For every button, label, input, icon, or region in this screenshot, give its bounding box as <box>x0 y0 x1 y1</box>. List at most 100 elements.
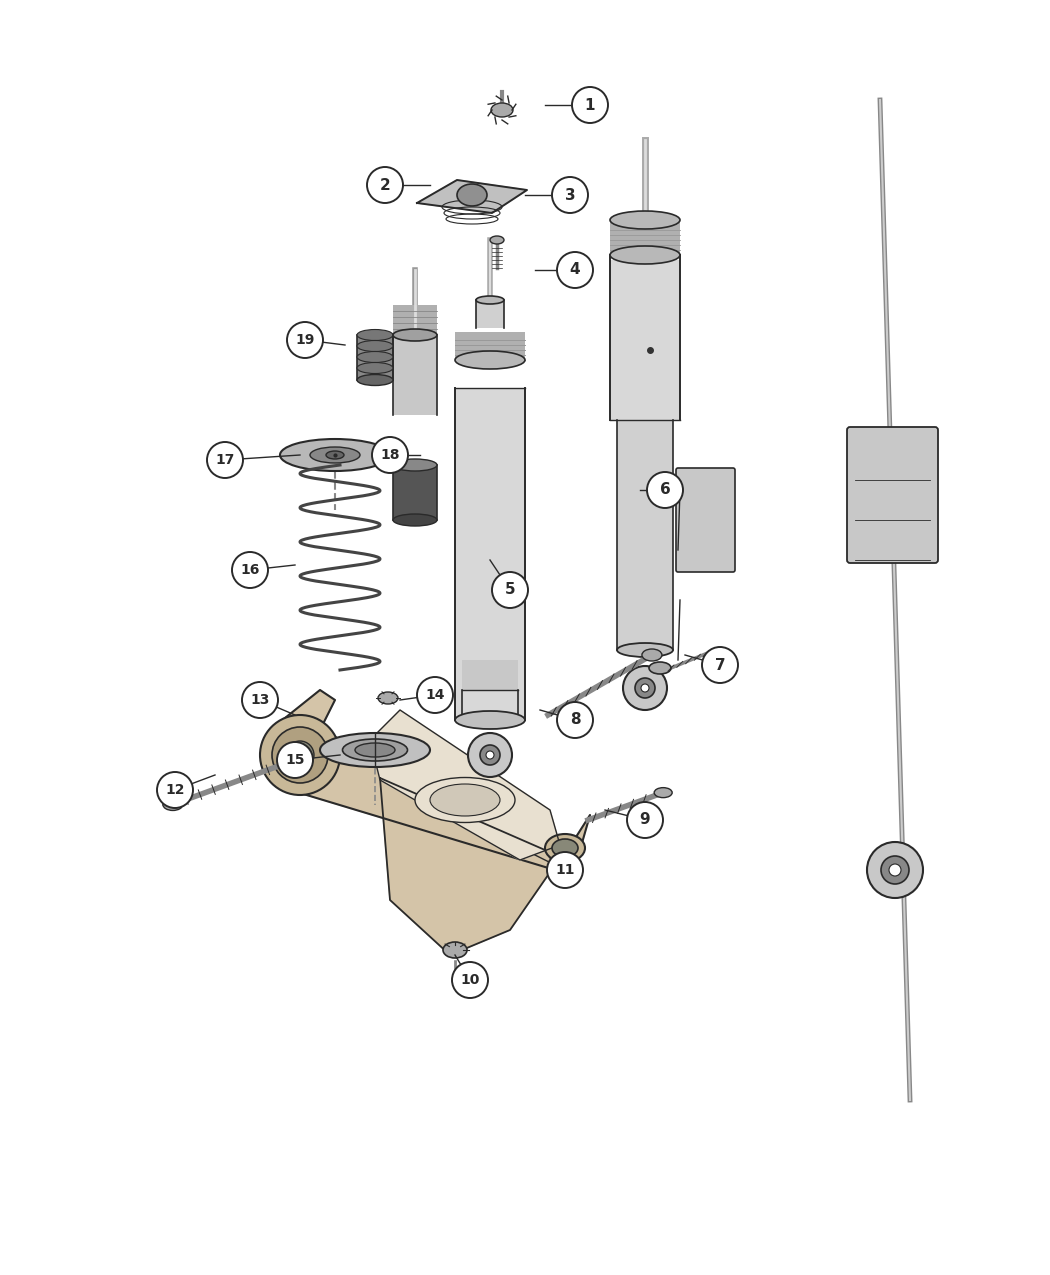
Circle shape <box>889 864 901 876</box>
FancyBboxPatch shape <box>676 468 735 572</box>
Circle shape <box>552 177 588 213</box>
Text: 8: 8 <box>570 713 581 728</box>
Bar <box>393 335 437 414</box>
Ellipse shape <box>342 740 407 761</box>
Ellipse shape <box>457 184 487 207</box>
Text: 11: 11 <box>555 863 574 877</box>
Circle shape <box>480 745 500 765</box>
Circle shape <box>572 87 608 122</box>
Ellipse shape <box>642 649 662 660</box>
Ellipse shape <box>280 439 390 470</box>
Ellipse shape <box>455 711 525 729</box>
Ellipse shape <box>455 351 525 368</box>
Ellipse shape <box>610 210 680 229</box>
Text: 14: 14 <box>425 688 445 703</box>
Ellipse shape <box>443 942 467 958</box>
Text: 10: 10 <box>460 973 480 987</box>
Circle shape <box>287 323 323 358</box>
Text: 2: 2 <box>380 177 391 193</box>
Bar <box>393 465 437 520</box>
Polygon shape <box>370 710 560 861</box>
Circle shape <box>158 771 193 808</box>
Bar <box>455 332 525 360</box>
Circle shape <box>547 852 583 887</box>
Ellipse shape <box>491 103 513 117</box>
Ellipse shape <box>163 798 183 811</box>
Circle shape <box>368 167 403 203</box>
Circle shape <box>702 646 738 683</box>
Ellipse shape <box>649 662 671 674</box>
Circle shape <box>452 963 488 998</box>
Circle shape <box>881 856 909 884</box>
Ellipse shape <box>357 375 393 385</box>
Bar <box>610 260 680 419</box>
Circle shape <box>286 741 314 769</box>
Text: 6: 6 <box>659 482 670 497</box>
Circle shape <box>207 442 243 478</box>
Text: 18: 18 <box>380 448 400 462</box>
Ellipse shape <box>310 448 360 463</box>
Ellipse shape <box>490 236 504 244</box>
Text: 1: 1 <box>585 97 595 112</box>
Circle shape <box>556 703 593 738</box>
Circle shape <box>627 802 663 838</box>
Text: 3: 3 <box>565 187 575 203</box>
Circle shape <box>232 552 268 588</box>
Ellipse shape <box>357 352 393 362</box>
Ellipse shape <box>393 329 437 340</box>
Ellipse shape <box>355 743 395 757</box>
Text: 4: 4 <box>570 263 581 278</box>
Text: 15: 15 <box>286 754 304 768</box>
Ellipse shape <box>320 733 430 768</box>
Text: 13: 13 <box>250 694 270 708</box>
Circle shape <box>640 683 649 692</box>
FancyBboxPatch shape <box>847 427 938 564</box>
Circle shape <box>417 677 453 713</box>
Text: 19: 19 <box>295 333 315 347</box>
Circle shape <box>647 472 682 507</box>
Text: 5: 5 <box>505 583 516 598</box>
Ellipse shape <box>617 643 673 657</box>
Polygon shape <box>417 180 527 213</box>
Circle shape <box>260 715 340 796</box>
Ellipse shape <box>393 514 437 527</box>
Bar <box>462 660 518 690</box>
Circle shape <box>468 733 512 776</box>
Circle shape <box>242 682 278 718</box>
Text: 16: 16 <box>240 564 259 578</box>
Bar <box>617 419 673 650</box>
Bar <box>393 305 437 335</box>
Circle shape <box>486 751 494 759</box>
Ellipse shape <box>357 340 393 352</box>
Text: 9: 9 <box>639 812 650 827</box>
Ellipse shape <box>654 788 672 798</box>
Text: 17: 17 <box>215 453 235 467</box>
Circle shape <box>372 437 408 473</box>
Circle shape <box>635 678 655 697</box>
Ellipse shape <box>552 839 578 857</box>
Circle shape <box>623 666 667 710</box>
Polygon shape <box>270 690 590 870</box>
Circle shape <box>272 727 328 783</box>
Ellipse shape <box>357 329 393 340</box>
Bar <box>610 221 680 255</box>
Ellipse shape <box>357 362 393 374</box>
Ellipse shape <box>415 778 514 822</box>
Ellipse shape <box>430 784 500 816</box>
Circle shape <box>867 842 923 898</box>
Ellipse shape <box>378 692 398 704</box>
Circle shape <box>277 742 313 778</box>
Text: 12: 12 <box>165 783 185 797</box>
Bar <box>476 300 504 328</box>
Bar <box>455 388 525 720</box>
Text: 7: 7 <box>715 658 726 672</box>
Polygon shape <box>380 778 555 955</box>
Ellipse shape <box>476 296 504 303</box>
Circle shape <box>556 252 593 288</box>
Circle shape <box>492 572 528 608</box>
Ellipse shape <box>545 834 585 862</box>
Bar <box>357 335 393 380</box>
Ellipse shape <box>393 459 437 470</box>
Ellipse shape <box>610 246 680 264</box>
Ellipse shape <box>326 451 344 459</box>
